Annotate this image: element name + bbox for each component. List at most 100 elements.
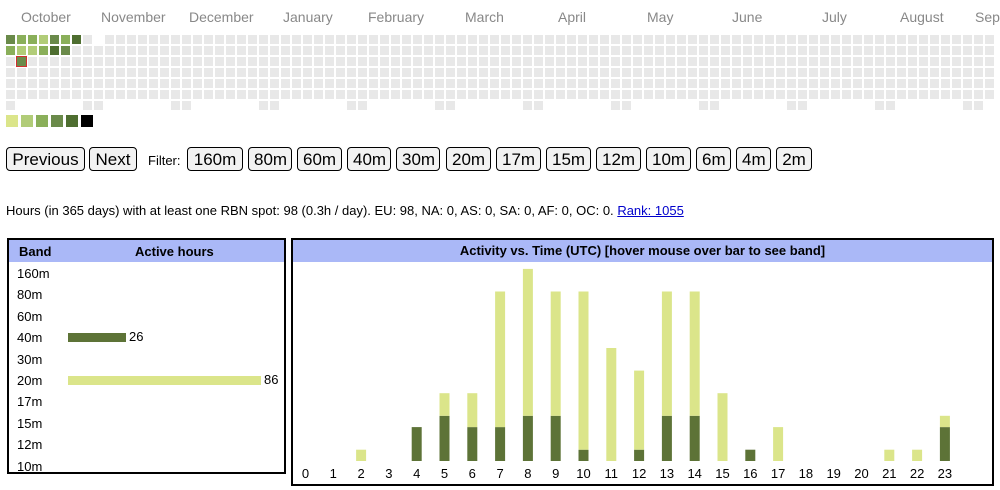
- time-bar-40m-hour-10[interactable]: [578, 449, 589, 461]
- previous-button[interactable]: Previous: [6, 147, 85, 171]
- calendar-day-cell[interactable]: [237, 79, 246, 88]
- calendar-day-cell[interactable]: [886, 90, 895, 99]
- calendar-day-cell[interactable]: [105, 90, 114, 99]
- calendar-day-cell[interactable]: [72, 46, 81, 55]
- calendar-day-cell[interactable]: [347, 57, 356, 66]
- calendar-day-cell[interactable]: [842, 90, 851, 99]
- calendar-day-cell[interactable]: [28, 90, 37, 99]
- calendar-day-cell[interactable]: [402, 90, 411, 99]
- calendar-day-cell[interactable]: [875, 90, 884, 99]
- calendar-day-cell[interactable]: [171, 90, 180, 99]
- calendar-day-cell[interactable]: [941, 68, 950, 77]
- calendar-day-cell[interactable]: [94, 46, 103, 55]
- calendar-day-cell[interactable]: [325, 46, 334, 55]
- calendar-day-cell[interactable]: [765, 46, 774, 55]
- calendar-day-cell[interactable]: [105, 57, 114, 66]
- calendar-day-cell[interactable]: [952, 35, 961, 44]
- calendar-day-cell[interactable]: [655, 57, 664, 66]
- calendar-day-cell[interactable]: [358, 57, 367, 66]
- calendar-day-cell[interactable]: [611, 57, 620, 66]
- calendar-day-cell[interactable]: [754, 46, 763, 55]
- filter-button-10m[interactable]: 10m: [646, 147, 691, 171]
- calendar-day-cell[interactable]: [17, 46, 26, 55]
- time-bar-20m-hour-21[interactable]: [884, 449, 895, 461]
- calendar-day-cell[interactable]: [974, 79, 983, 88]
- calendar-day-cell[interactable]: [864, 90, 873, 99]
- calendar-day-cell[interactable]: [149, 35, 158, 44]
- calendar-day-cell[interactable]: [314, 90, 323, 99]
- calendar-day-cell[interactable]: [369, 35, 378, 44]
- calendar-day-cell[interactable]: [391, 90, 400, 99]
- calendar-day-cell[interactable]: [325, 90, 334, 99]
- calendar-day-cell[interactable]: [226, 35, 235, 44]
- calendar-day-cell[interactable]: [160, 79, 169, 88]
- calendar-day-cell[interactable]: [589, 35, 598, 44]
- calendar-day-cell[interactable]: [622, 46, 631, 55]
- calendar-day-cell[interactable]: [688, 35, 697, 44]
- time-bar-40m-hour-16[interactable]: [745, 449, 756, 461]
- calendar-day-cell[interactable]: [600, 57, 609, 66]
- calendar-day-cell[interactable]: [479, 57, 488, 66]
- calendar-day-cell[interactable]: [457, 79, 466, 88]
- time-bar-40m-hour-13[interactable]: [661, 415, 672, 461]
- calendar-day-cell[interactable]: [589, 90, 598, 99]
- calendar-day-cell[interactable]: [50, 57, 59, 66]
- calendar-day-cell[interactable]: [149, 90, 158, 99]
- calendar-day-cell[interactable]: [336, 68, 345, 77]
- calendar-day-cell[interactable]: [50, 90, 59, 99]
- calendar-day-cell[interactable]: [743, 79, 752, 88]
- calendar-day-cell[interactable]: [545, 35, 554, 44]
- calendar-day-cell[interactable]: [336, 46, 345, 55]
- calendar-day-cell[interactable]: [281, 46, 290, 55]
- calendar-day-cell[interactable]: [237, 68, 246, 77]
- calendar-day-cell[interactable]: [644, 57, 653, 66]
- calendar-day-cell[interactable]: [446, 79, 455, 88]
- calendar-day-cell[interactable]: [919, 46, 928, 55]
- calendar-day-cell[interactable]: [127, 35, 136, 44]
- calendar-day-cell[interactable]: [567, 79, 576, 88]
- calendar-day-cell[interactable]: [886, 101, 895, 110]
- calendar-day-cell[interactable]: [875, 68, 884, 77]
- calendar-day-cell[interactable]: [787, 68, 796, 77]
- calendar-day-cell[interactable]: [776, 35, 785, 44]
- calendar-day-cell[interactable]: [116, 35, 125, 44]
- calendar-day-cell[interactable]: [446, 68, 455, 77]
- calendar-day-cell[interactable]: [578, 46, 587, 55]
- calendar-day-cell[interactable]: [523, 35, 532, 44]
- calendar-day-cell[interactable]: [930, 57, 939, 66]
- calendar-day-cell[interactable]: [468, 68, 477, 77]
- calendar-day-cell[interactable]: [754, 79, 763, 88]
- calendar-day-cell[interactable]: [963, 57, 972, 66]
- calendar-day-cell[interactable]: [39, 57, 48, 66]
- calendar-day-cell[interactable]: [237, 46, 246, 55]
- calendar-day-cell[interactable]: [688, 90, 697, 99]
- calendar-day-cell[interactable]: [72, 68, 81, 77]
- calendar-day-cell[interactable]: [127, 90, 136, 99]
- calendar-day-cell[interactable]: [644, 79, 653, 88]
- calendar-day-cell[interactable]: [512, 79, 521, 88]
- calendar-day-cell[interactable]: [534, 101, 543, 110]
- calendar-day-cell[interactable]: [259, 35, 268, 44]
- calendar-day-cell[interactable]: [369, 79, 378, 88]
- calendar-day-cell[interactable]: [237, 57, 246, 66]
- calendar-day-cell[interactable]: [380, 46, 389, 55]
- calendar-day-cell[interactable]: [985, 35, 994, 44]
- calendar-day-cell[interactable]: [831, 57, 840, 66]
- calendar-day-cell[interactable]: [171, 79, 180, 88]
- calendar-day-cell[interactable]: [72, 35, 81, 44]
- calendar-day-cell[interactable]: [721, 46, 730, 55]
- calendar-day-cell[interactable]: [523, 90, 532, 99]
- calendar-day-cell[interactable]: [974, 35, 983, 44]
- calendar-day-cell[interactable]: [699, 68, 708, 77]
- calendar-day-cell[interactable]: [325, 35, 334, 44]
- filter-button-6m[interactable]: 6m: [696, 147, 731, 171]
- calendar-day-cell[interactable]: [171, 46, 180, 55]
- calendar-day-cell[interactable]: [688, 57, 697, 66]
- calendar-day-cell[interactable]: [17, 90, 26, 99]
- calendar-day-cell[interactable]: [325, 68, 334, 77]
- next-button[interactable]: Next: [89, 147, 137, 171]
- calendar-day-cell[interactable]: [369, 46, 378, 55]
- calendar-day-cell[interactable]: [611, 68, 620, 77]
- calendar-day-cell[interactable]: [39, 46, 48, 55]
- calendar-day-cell[interactable]: [149, 46, 158, 55]
